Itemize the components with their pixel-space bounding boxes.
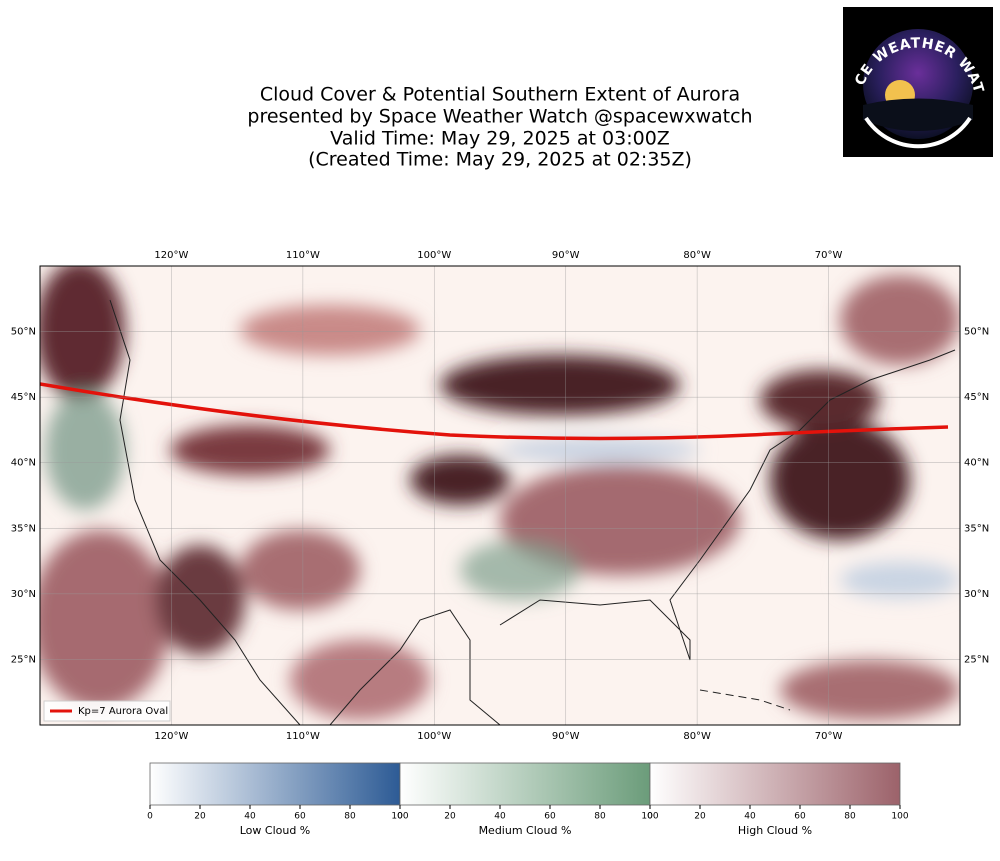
colorbar-tick-label: 0 bbox=[147, 812, 153, 822]
title-line: presented by Space Weather Watch @spacew… bbox=[247, 106, 752, 128]
y-tick-label: 45°N bbox=[11, 392, 36, 403]
aurora-oval-line bbox=[40, 382, 949, 441]
legend: Kp=7 Aurora Oval bbox=[43, 700, 171, 722]
legend-label: Kp=7 Aurora Oval bbox=[78, 706, 168, 717]
colorbar-tick-label: 80 bbox=[594, 812, 606, 822]
y-tick-label: 45°N bbox=[964, 392, 989, 403]
x-tick-label: 100°W bbox=[417, 250, 451, 261]
colorbar-tick-label: 100 bbox=[391, 812, 408, 822]
x-tick-label: 80°W bbox=[683, 250, 711, 261]
colorbar-tick-label: 40 bbox=[744, 812, 756, 822]
colorbar-tick-label: 20 bbox=[194, 812, 206, 822]
y-tick-label: 30°N bbox=[964, 589, 989, 600]
colorbar-tick-label: 80 bbox=[344, 812, 356, 822]
colorbar-tick-label: 20 bbox=[694, 812, 706, 822]
colorbar-tick-label: 20 bbox=[444, 812, 456, 822]
colorbar bbox=[399, 762, 651, 806]
title-line: (Created Time: May 29, 2025 at 02:35Z) bbox=[308, 149, 692, 171]
title-block: Cloud Cover & Potential Southern Extent … bbox=[247, 84, 752, 171]
colorbar-tick-label: 40 bbox=[244, 812, 256, 822]
colorbar-tick-label: 80 bbox=[844, 812, 856, 822]
colorbar-label: High Cloud % bbox=[738, 824, 812, 837]
logo-text: SPACE WEATHER WATCH bbox=[0, 0, 987, 96]
x-tick-label: 90°W bbox=[552, 250, 580, 261]
y-tick-label: 35°N bbox=[11, 523, 36, 534]
colorbar-tick-label: 60 bbox=[294, 812, 306, 822]
grid: 120°W 120°W 110°W 110°W 100°W 100°W 90°W 90°W 80… bbox=[11, 250, 989, 742]
logo-text-path: SPACE WEATHER WATCH bbox=[0, 0, 985, 96]
colorbar-tick-label: 60 bbox=[544, 812, 556, 822]
x-tick-label: 120°W bbox=[154, 731, 188, 742]
colorbar-label: Medium Cloud % bbox=[479, 824, 572, 837]
colorbar-tick-label: 0 bbox=[397, 812, 403, 822]
colorbars: 0 20 40 60 80 100 Low Cloud % 0 20 40 60 80 100 Mediu… bbox=[147, 762, 909, 837]
y-tick-label: 30°N bbox=[11, 589, 36, 600]
colorbar-tick-label: 100 bbox=[641, 812, 658, 822]
y-tick-label: 50°N bbox=[964, 327, 989, 338]
cloud-layer bbox=[40, 266, 960, 720]
x-tick-label: 70°W bbox=[815, 250, 843, 261]
colorbar bbox=[149, 762, 401, 806]
x-tick-label: 70°W bbox=[815, 731, 843, 742]
title-line: Valid Time: May 29, 2025 at 03:00Z bbox=[330, 128, 670, 150]
colorbar-tick-label: 40 bbox=[494, 812, 506, 822]
x-tick-label: 110°W bbox=[286, 250, 320, 261]
x-tick-label: 100°W bbox=[417, 731, 451, 742]
y-tick-label: 40°N bbox=[11, 458, 36, 469]
map-frame bbox=[39, 265, 961, 726]
y-tick-label: 50°N bbox=[11, 327, 36, 338]
map: 120°W 120°W 110°W 110°W 100°W 100°W 90°W 90°W 80… bbox=[11, 250, 989, 742]
colorbar-label: Low Cloud % bbox=[240, 824, 311, 837]
x-tick-label: 120°W bbox=[154, 250, 188, 261]
y-tick-label: 40°N bbox=[964, 458, 989, 469]
coastlines bbox=[109, 299, 956, 725]
x-tick-label: 80°W bbox=[683, 731, 711, 742]
title-line: Cloud Cover & Potential Southern Extent … bbox=[260, 84, 740, 106]
colorbar-tick-label: 100 bbox=[891, 812, 908, 822]
colorbar-tick-label: 0 bbox=[647, 812, 653, 822]
y-tick-label: 25°N bbox=[964, 654, 989, 665]
y-tick-label: 25°N bbox=[11, 654, 36, 665]
colorbar-tick-label: 60 bbox=[794, 812, 806, 822]
colorbar bbox=[649, 762, 901, 806]
x-tick-label: 110°W bbox=[286, 731, 320, 742]
x-tick-label: 90°W bbox=[552, 731, 580, 742]
y-tick-label: 35°N bbox=[964, 523, 989, 534]
